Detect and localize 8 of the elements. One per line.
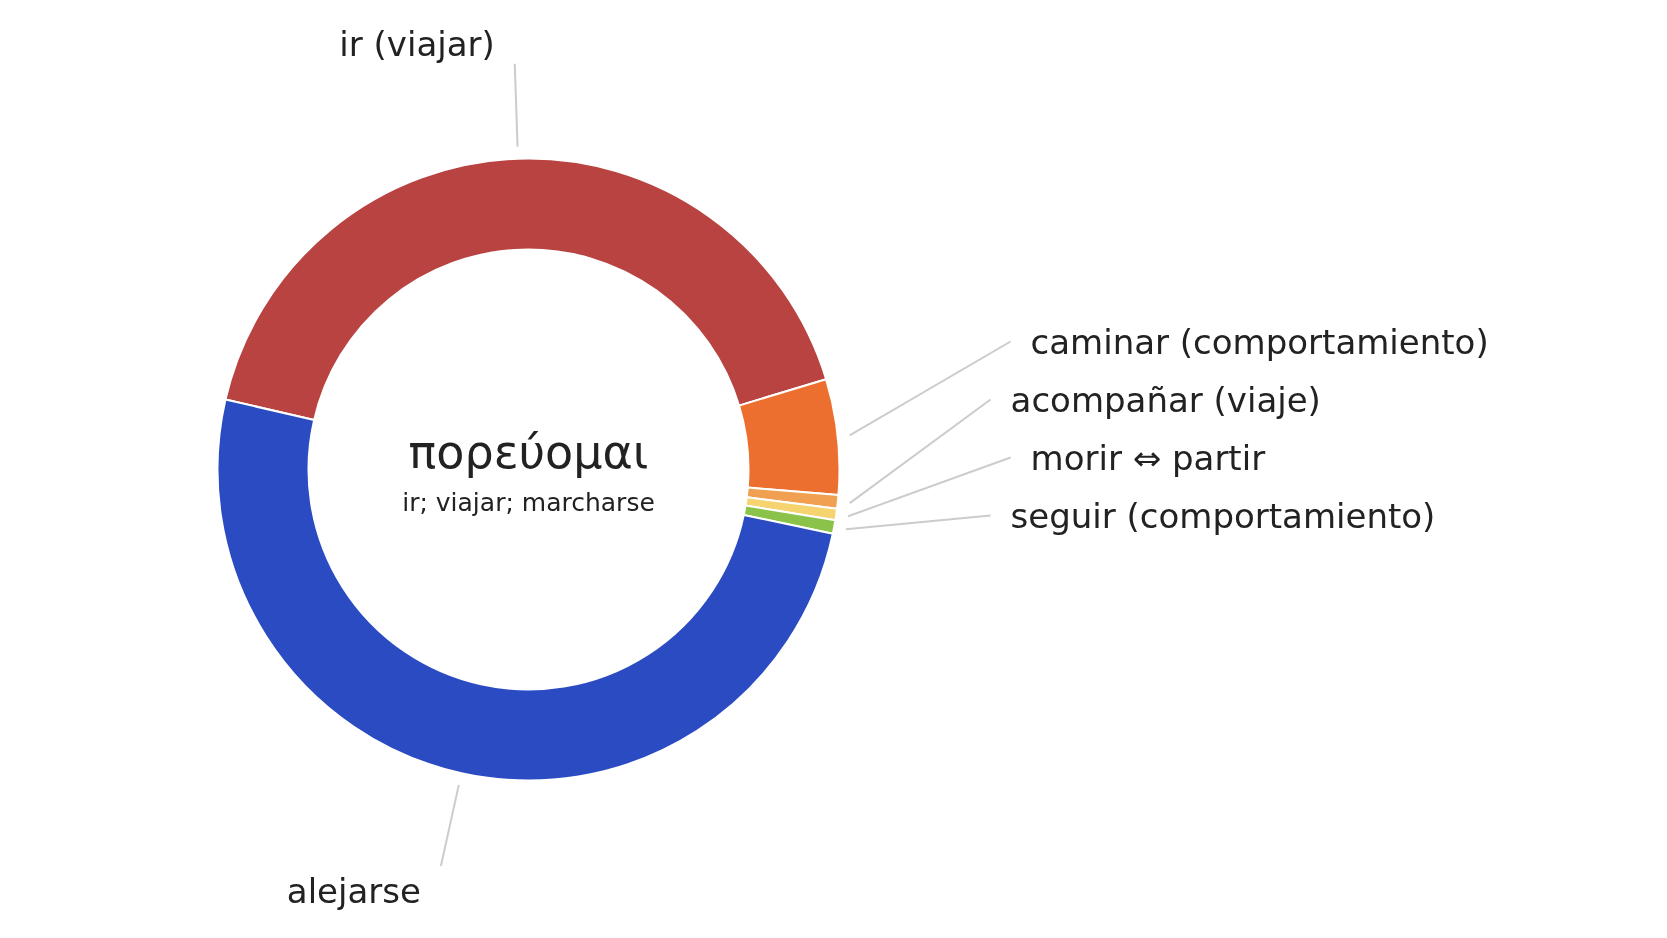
- slice-label: morir ⇔ partir: [1030, 437, 1266, 478]
- text: πορεύομαι: [408, 424, 649, 479]
- slice-label: ir (viajar): [339, 23, 495, 64]
- slice-label: seguir (comportamiento): [1010, 495, 1436, 536]
- text: ir; viajar; marcharse: [402, 488, 655, 517]
- slice-label: caminar (comportamiento): [1030, 321, 1489, 362]
- slice-label: alejarse: [286, 870, 421, 911]
- slice-label: acompañar (viaje): [1010, 379, 1321, 420]
